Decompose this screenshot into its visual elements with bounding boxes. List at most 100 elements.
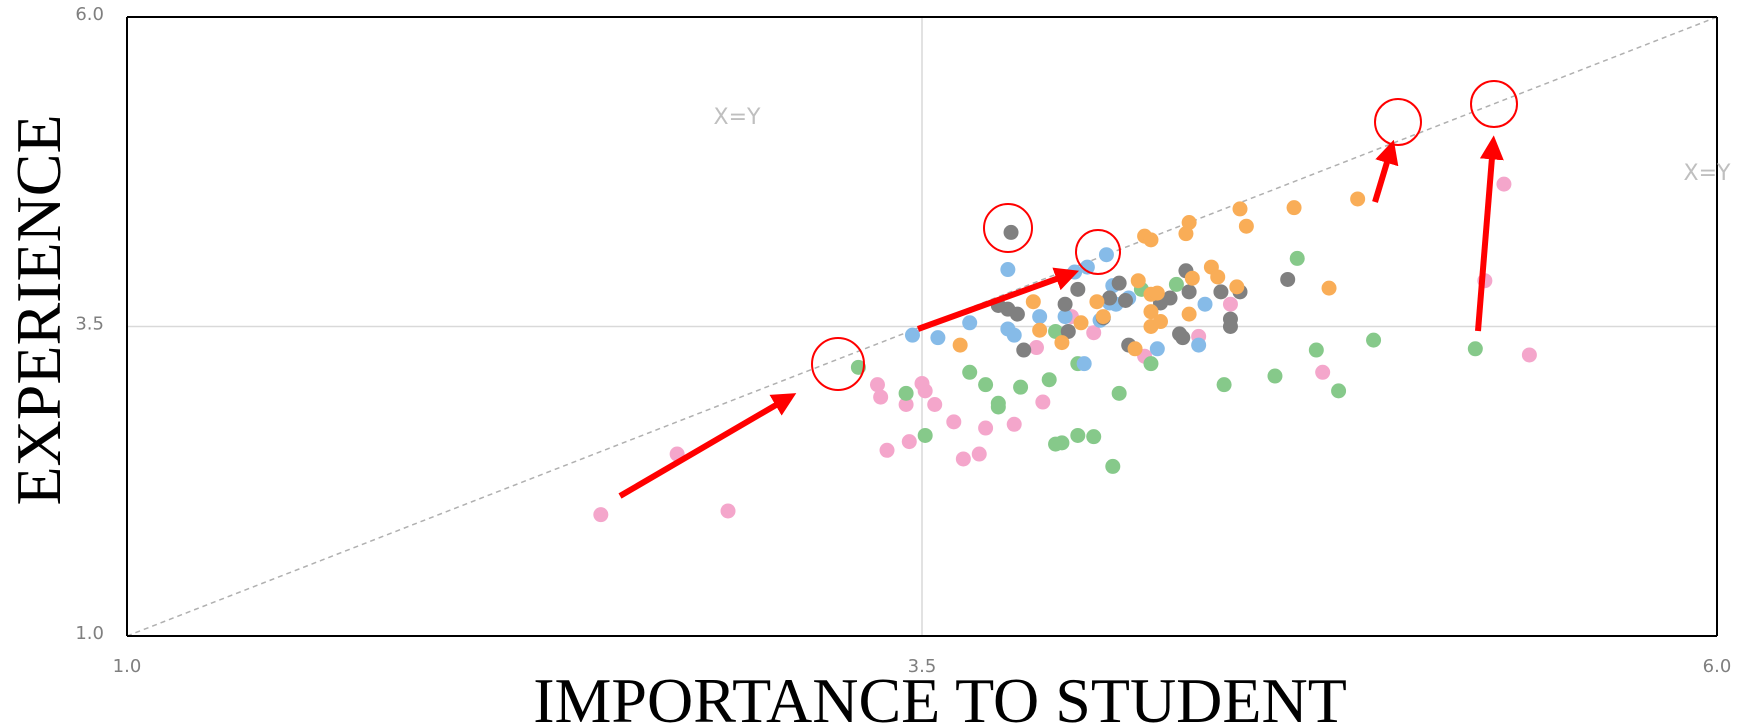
x-axis-title: IMPORTANCE TO STUDENT bbox=[533, 665, 1347, 725]
point bbox=[1095, 309, 1111, 325]
point bbox=[1143, 356, 1159, 372]
highlight-circle bbox=[1470, 80, 1518, 128]
arrow bbox=[1372, 139, 1399, 203]
point bbox=[1118, 293, 1134, 309]
point bbox=[990, 399, 1006, 415]
point bbox=[1105, 458, 1121, 474]
point bbox=[1102, 290, 1118, 306]
point bbox=[1222, 296, 1238, 312]
points bbox=[593, 176, 1537, 523]
point bbox=[962, 364, 978, 380]
point bbox=[593, 507, 609, 523]
point bbox=[1181, 284, 1197, 300]
point bbox=[1086, 429, 1102, 445]
point bbox=[1366, 332, 1382, 348]
point bbox=[898, 396, 914, 412]
point bbox=[1496, 176, 1512, 192]
point bbox=[1089, 294, 1105, 310]
point bbox=[1009, 306, 1025, 322]
point bbox=[1041, 372, 1057, 388]
point bbox=[962, 315, 978, 331]
point bbox=[917, 427, 933, 443]
point bbox=[1315, 364, 1331, 380]
point bbox=[901, 434, 917, 450]
point bbox=[1006, 327, 1022, 343]
y-tick-label: 1.0 bbox=[75, 623, 104, 644]
point bbox=[1076, 356, 1092, 372]
point bbox=[1238, 218, 1254, 234]
point bbox=[1191, 337, 1207, 353]
point bbox=[1143, 304, 1159, 320]
point bbox=[1098, 247, 1114, 263]
point bbox=[1181, 306, 1197, 322]
point bbox=[1032, 309, 1048, 325]
point bbox=[1229, 279, 1245, 295]
point bbox=[1086, 325, 1102, 341]
point bbox=[1153, 314, 1168, 330]
point bbox=[1057, 296, 1073, 312]
highlight-circle bbox=[1075, 229, 1121, 275]
point bbox=[1321, 280, 1337, 296]
point bbox=[1267, 368, 1283, 384]
point bbox=[1331, 383, 1347, 399]
point bbox=[971, 446, 987, 462]
point bbox=[917, 383, 933, 399]
point bbox=[1289, 250, 1305, 266]
point bbox=[1210, 269, 1226, 285]
point bbox=[1070, 427, 1086, 443]
point bbox=[1168, 276, 1184, 292]
y-tick-label: 6.0 bbox=[75, 4, 104, 25]
y-axis-title: EXPERIENCE bbox=[3, 114, 74, 505]
point bbox=[1216, 377, 1232, 393]
point bbox=[1232, 201, 1248, 217]
point bbox=[904, 327, 920, 343]
point bbox=[1057, 309, 1073, 325]
point bbox=[1025, 294, 1041, 310]
x-tick-label: 1.0 bbox=[113, 656, 142, 677]
point bbox=[720, 503, 736, 519]
arrow bbox=[618, 393, 797, 499]
arrows bbox=[618, 135, 1504, 499]
point bbox=[1162, 290, 1178, 306]
point bbox=[1003, 224, 1019, 240]
point bbox=[1175, 330, 1191, 346]
point bbox=[1308, 342, 1324, 358]
point bbox=[1073, 315, 1089, 331]
point bbox=[1054, 435, 1070, 451]
point bbox=[952, 337, 968, 353]
point bbox=[978, 420, 994, 436]
annotation: X=Y bbox=[714, 105, 762, 130]
point bbox=[955, 451, 971, 467]
point bbox=[1222, 319, 1238, 334]
point bbox=[1028, 340, 1044, 356]
point bbox=[1521, 347, 1537, 363]
point bbox=[1079, 259, 1095, 275]
point bbox=[1197, 296, 1213, 312]
y-tick-label: 3.5 bbox=[75, 314, 104, 335]
point bbox=[978, 377, 994, 393]
arrow bbox=[1475, 135, 1504, 332]
point bbox=[1016, 342, 1032, 358]
highlight-circle bbox=[811, 337, 865, 391]
point bbox=[1000, 262, 1016, 278]
point bbox=[1467, 341, 1483, 357]
point bbox=[1350, 191, 1366, 207]
point bbox=[1127, 341, 1143, 357]
point bbox=[1006, 416, 1022, 432]
point bbox=[1280, 271, 1296, 287]
point bbox=[1070, 281, 1086, 297]
annotation: X=Y bbox=[1684, 161, 1732, 186]
point bbox=[946, 414, 962, 430]
point bbox=[1184, 270, 1200, 286]
point bbox=[930, 330, 946, 346]
point bbox=[869, 377, 885, 393]
highlight-circles bbox=[811, 80, 1518, 391]
point bbox=[879, 442, 895, 458]
point bbox=[1149, 341, 1165, 357]
point bbox=[1181, 215, 1197, 231]
point bbox=[1013, 379, 1029, 395]
x-tick-label: 3.5 bbox=[908, 656, 937, 677]
point bbox=[1111, 385, 1127, 401]
